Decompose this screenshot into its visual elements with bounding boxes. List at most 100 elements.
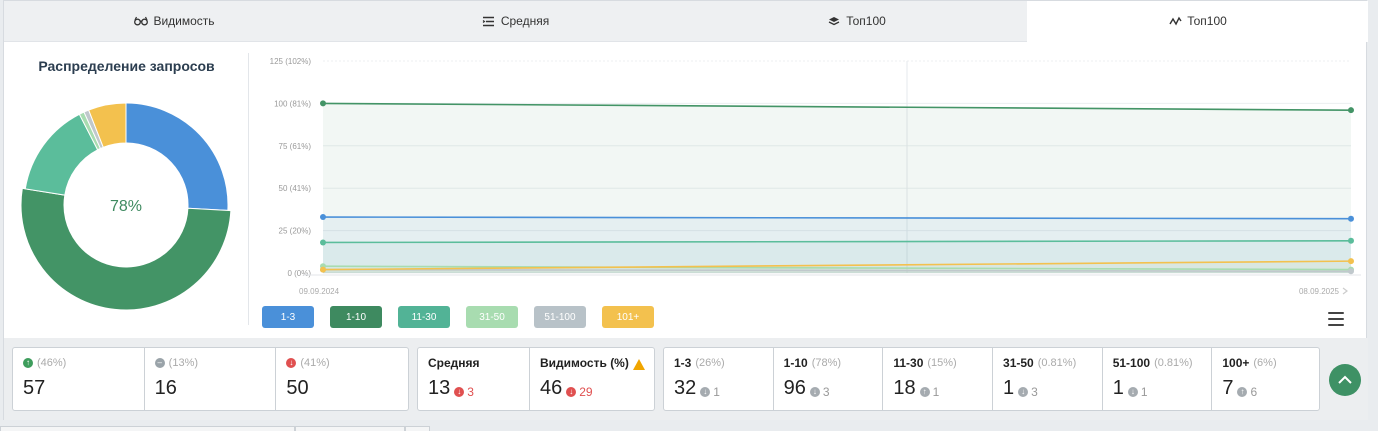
ranges-stats-group: 1-3 (26%) 32 ↓ 1 1-10 (78%) 96 ↓ 3 11-30 (15%) 18 ↑ 1 3…: [663, 347, 1320, 411]
range-value: 7: [1222, 377, 1234, 399]
range-percent: (26%): [695, 357, 725, 369]
y-tick-label: 0 (0%): [287, 269, 311, 278]
tab-average[interactable]: Средняя: [345, 1, 686, 42]
stat-value: 57: [23, 377, 46, 399]
donut-slice-4-10[interactable]: [20, 187, 232, 311]
data-point-1-3[interactable]: [1348, 215, 1354, 222]
range-percent: (6%): [1253, 357, 1277, 369]
legend-item-51-100[interactable]: 51-100: [534, 306, 586, 328]
stat-percent: (41%): [300, 357, 330, 369]
arrow-right-icon: [1342, 287, 1348, 295]
legend-item-101+[interactable]: 101+: [602, 306, 654, 328]
glasses-icon: [134, 15, 149, 27]
arrow-down-circle-icon: ↓: [700, 387, 711, 397]
range-label: 100+: [1222, 356, 1250, 370]
data-point-11-30[interactable]: [320, 239, 326, 246]
legend-item-1-10[interactable]: 1-10: [330, 306, 382, 328]
data-point-1-10[interactable]: [320, 100, 326, 107]
range-delta: ↓ 1: [700, 385, 720, 399]
series-line-11-30: [322, 239, 1352, 244]
range-delta: ↓ 3: [1018, 385, 1038, 399]
series-line-1-10: [322, 102, 1352, 111]
arrow-down-circle-icon: ↓: [566, 387, 577, 397]
donut-title: Распределение запросов: [38, 58, 215, 74]
metrics-stats-group: Средняя 13 ↓ 3 Видимость (%) 46 ↓ 29: [417, 347, 655, 411]
movement-stat: – (13%) 16: [145, 348, 277, 410]
metric-label: Видимость (%): [540, 356, 629, 370]
delta-value: 6: [1250, 385, 1258, 399]
data-point-1-10[interactable]: [1348, 107, 1354, 114]
tab-label: Топ100: [1187, 14, 1227, 28]
activity-icon: [1168, 15, 1182, 27]
movement-stats-group: ↑ (46%) 57 – (13%) 16 ↓ (41%) 50: [12, 347, 409, 411]
range-percent: (0.81%): [1154, 357, 1193, 369]
delta-value: 3: [1031, 385, 1038, 399]
series-line-101+: [322, 260, 1352, 271]
legend-item-11-30[interactable]: 11-30: [398, 306, 450, 328]
x-tick-label: 09.09.2024: [299, 287, 340, 296]
donut-slice-1-3[interactable]: [125, 102, 229, 211]
data-point-11-30[interactable]: [1348, 237, 1354, 244]
data-point-101+[interactable]: [320, 266, 326, 273]
series-area-1-10: [323, 103, 1351, 274]
range-label: 1-10: [783, 356, 808, 370]
arrow-down-circle-icon: ↓: [1127, 387, 1138, 397]
stats-bar: ↑ (46%) 57– (13%) 16 ↓ (41%) 50 Средняя 13 ↓ 3 Види…: [4, 338, 1368, 420]
bottom-tab-strip: [0, 426, 430, 431]
range-label: 1-3: [674, 356, 692, 370]
tab-top100-layers[interactable]: Топ100: [686, 1, 1027, 42]
distribution-donut-chart: 78%: [16, 95, 236, 315]
delta-value: 1: [932, 385, 940, 399]
data-point-101+[interactable]: [1348, 258, 1354, 265]
stat-percent: (46%): [37, 357, 67, 369]
range-delta: ↓ 1: [1127, 385, 1148, 399]
tab-top100-activity[interactable]: Топ100: [1027, 1, 1368, 42]
range-stat: 31-50 (0.81%) 1 ↓ 3: [993, 348, 1103, 410]
delta-value: 1: [1140, 385, 1148, 399]
range-label: 11-30: [893, 356, 924, 370]
scroll-to-top-button[interactable]: [1329, 364, 1361, 396]
range-value: 1: [1003, 377, 1015, 399]
layers-icon: [827, 15, 841, 27]
hamburger-menu-icon[interactable]: [1328, 312, 1344, 326]
legend-item-31-50[interactable]: 31-50: [466, 306, 518, 328]
arrow-down-circle-icon: ↓: [1018, 387, 1029, 397]
range-delta: ↑ 1: [919, 385, 940, 399]
range-value: 96: [783, 377, 806, 399]
delta-value: 3: [467, 385, 474, 399]
stat-percent: (13%): [168, 357, 199, 369]
tab-visibility[interactable]: Видимость: [4, 1, 345, 42]
delta-value: 29: [579, 385, 593, 399]
series-area-1-3: [323, 217, 1351, 273]
movement-stat: ↑ (46%) 57: [13, 348, 145, 410]
dashboard-panel: Видимость Средняя Топ100 Топ100 Распреде…: [3, 0, 1368, 420]
range-label: 51-100: [1112, 356, 1151, 370]
metric-value: 46: [540, 377, 563, 399]
range-stat: 51-100 (0.81%) 1 ↓ 1: [1103, 348, 1213, 410]
series-line-51-100: [322, 268, 1352, 273]
stat-value: 50: [286, 377, 309, 399]
metric-stat: Видимость (%) 46 ↓ 29: [530, 348, 654, 410]
warning-icon[interactable]: [632, 358, 645, 370]
range-delta: ↑ 6: [1237, 385, 1257, 399]
tab-bar: Видимость Средняя Топ100 Топ100: [4, 1, 1368, 42]
range-percent: (15%): [927, 357, 957, 369]
chevron-up-icon: [1338, 371, 1352, 389]
range-stat: 11-30 (15%) 18 ↑ 1: [883, 348, 994, 410]
y-tick-label: 25 (20%): [279, 227, 312, 236]
y-tick-label: 50 (41%): [279, 184, 312, 193]
metric-stat: Средняя 13 ↓ 3: [418, 348, 530, 410]
donut-slice-101+[interactable]: [88, 102, 127, 148]
legend-item-1-3[interactable]: 1-3: [262, 306, 314, 328]
range-percent: (78%): [811, 357, 842, 369]
range-delta: ↓ 3: [809, 385, 830, 399]
range-label: 31-50: [1003, 356, 1034, 370]
data-point-1-3[interactable]: [320, 214, 326, 221]
divider: [248, 53, 249, 325]
arrow-down-circle-icon: ↓: [809, 387, 820, 397]
data-point-51-100[interactable]: [1348, 268, 1354, 275]
delta-value: 1: [713, 385, 720, 399]
y-tick-label: 100 (81%): [274, 99, 311, 108]
series-line-1-3: [322, 216, 1352, 220]
series-line-31-50: [322, 265, 1352, 271]
